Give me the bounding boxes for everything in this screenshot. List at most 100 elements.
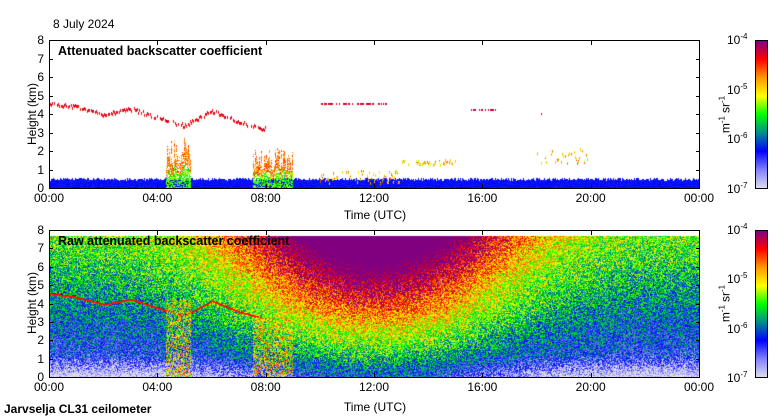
y-tick-label: 4 — [37, 107, 44, 121]
y-tick-mark — [696, 114, 700, 115]
x-tick-mark — [699, 184, 700, 189]
y-tick-mark — [696, 95, 700, 97]
x-tick-mark — [157, 184, 159, 189]
y-tick-mark — [696, 188, 700, 189]
y-tick-mark — [49, 188, 53, 189]
colorbar-tick-exponent: -5 — [740, 271, 748, 281]
y-tick-mark — [696, 285, 700, 287]
x-tick-label: 00:00 — [683, 191, 715, 205]
y-tick-mark — [49, 266, 53, 268]
colorbar-tick-label: 10-5 — [727, 271, 747, 286]
colorbar-tick-base: 10 — [727, 321, 741, 336]
y-tick-mark — [696, 169, 700, 171]
x-tick-label: 04:00 — [142, 191, 173, 205]
instrument-label: Jarvselja CL31 ceilometer — [4, 402, 152, 416]
x-tick-mark — [374, 373, 375, 378]
colorbar-tick-base: 10 — [727, 82, 741, 97]
x-tick-mark — [265, 40, 267, 45]
x-tick-label: 20:00 — [575, 380, 606, 394]
x-axis-label: Time (UTC) — [343, 400, 407, 414]
colorbar-tick-exponent: -6 — [740, 320, 748, 330]
y-tick-mark — [696, 248, 700, 250]
y-tick-mark — [49, 132, 53, 134]
y-tick-label: 6 — [37, 70, 44, 84]
y-tick-mark — [49, 77, 53, 78]
x-tick-mark — [49, 40, 50, 45]
unit-part: -1 — [717, 284, 727, 292]
unit-part: sr — [718, 292, 733, 302]
colorbar-unit-label: m-1sr-1 — [718, 279, 733, 329]
y-tick-mark — [49, 303, 53, 305]
y-tick-mark — [696, 58, 700, 60]
y-tick-label: 1 — [37, 162, 44, 177]
x-tick-mark — [590, 40, 592, 45]
x-tick-mark — [157, 230, 159, 235]
y-tick-mark — [696, 151, 700, 152]
colorbar-tick-base: 10 — [727, 272, 741, 287]
y-tick-label: 0 — [37, 181, 44, 195]
x-tick-mark — [374, 184, 375, 189]
x-tick-mark — [374, 230, 375, 235]
colorbar-tick-label: 10-7 — [727, 370, 747, 385]
x-tick-mark — [374, 40, 375, 45]
x-tick-label: 00:00 — [683, 380, 715, 394]
colorbar-tick-base: 10 — [727, 182, 741, 196]
colorbar-tick-label: 10-6 — [727, 131, 747, 146]
colorbar-unit-label: m-1sr-1 — [718, 89, 733, 139]
y-tick-mark — [49, 58, 53, 60]
x-tick-mark — [157, 373, 159, 378]
x-tick-label: 16:00 — [467, 380, 498, 394]
x-tick-label: 12:00 — [358, 191, 390, 205]
y-axis-label: Height (km) — [25, 272, 39, 335]
y-tick-mark — [696, 40, 700, 41]
x-tick-mark — [482, 184, 484, 189]
x-tick-label: 00:00 — [33, 380, 65, 394]
y-tick-label: 2 — [37, 144, 44, 158]
y-tick-label: 3 — [37, 125, 44, 140]
x-tick-label: 20:00 — [575, 191, 606, 205]
x-tick-label: 00:00 — [33, 191, 65, 205]
y-tick-mark — [49, 358, 53, 360]
y-tick-label: 1 — [37, 351, 44, 366]
y-axis-label: Height (km) — [25, 82, 39, 145]
y-tick-mark — [49, 114, 53, 115]
y-tick-label: 7 — [37, 241, 44, 256]
date-label: 8 July 2024 — [53, 17, 115, 31]
colorbar — [755, 230, 768, 378]
y-tick-mark — [49, 169, 53, 171]
y-tick-label: 0 — [37, 370, 44, 384]
x-tick-label: 16:00 — [467, 191, 498, 205]
colorbar-tick-exponent: -7 — [740, 370, 748, 379]
unit-part: -1 — [717, 95, 727, 103]
x-tick-mark — [49, 184, 50, 189]
x-tick-mark — [157, 40, 159, 45]
x-tick-mark — [482, 40, 484, 45]
x-tick-mark — [699, 373, 700, 378]
y-tick-label: 6 — [37, 259, 44, 274]
y-tick-mark — [696, 230, 700, 231]
y-tick-mark — [696, 132, 700, 134]
y-tick-mark — [696, 266, 700, 268]
y-tick-label: 8 — [37, 223, 44, 237]
colorbar-tick-label: 10-7 — [727, 181, 747, 196]
y-tick-label: 3 — [37, 314, 44, 329]
y-tick-mark — [49, 95, 53, 97]
x-tick-mark — [49, 230, 50, 235]
colorbar-tick-exponent: -5 — [740, 81, 748, 91]
y-tick-mark — [49, 377, 53, 378]
x-tick-mark — [482, 373, 484, 378]
y-tick-mark — [49, 340, 53, 342]
y-tick-mark — [696, 358, 700, 360]
y-tick-mark — [49, 248, 53, 250]
x-tick-mark — [590, 373, 592, 378]
colorbar-tick-label: 10-4 — [727, 222, 747, 237]
panel-title: Raw attenuated backscatter coefficient — [58, 234, 290, 248]
y-tick-mark — [696, 377, 700, 378]
y-tick-mark — [49, 151, 53, 152]
x-tick-mark — [482, 230, 484, 235]
colorbar-tick-base: 10 — [727, 132, 741, 147]
y-tick-mark — [49, 321, 53, 323]
colorbar-tick-base: 10 — [727, 371, 741, 385]
y-tick-mark — [696, 303, 700, 305]
